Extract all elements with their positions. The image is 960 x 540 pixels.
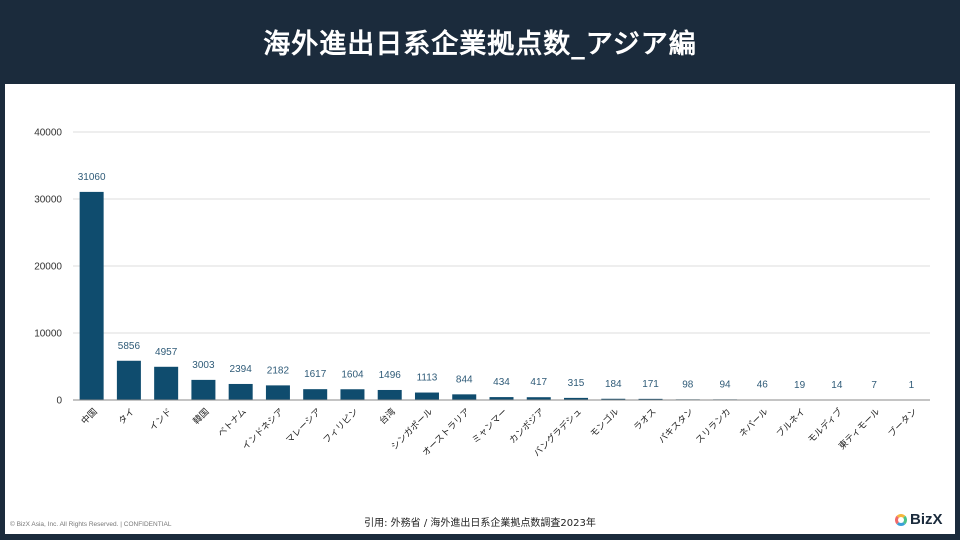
data-label: 98: [682, 379, 694, 390]
y-tick-label: 0: [56, 396, 62, 407]
data-label: 1113: [417, 373, 438, 384]
x-tick-label: ベトナム: [216, 406, 249, 439]
y-tick-label: 10000: [34, 329, 62, 340]
x-tick-label: ラオス: [632, 406, 659, 433]
data-label: 31060: [78, 172, 106, 183]
x-tick-label: カンボジア: [507, 406, 547, 446]
bar: [228, 383, 253, 400]
bar: [303, 389, 328, 400]
data-label: 1496: [379, 370, 402, 381]
data-label: 434: [493, 377, 510, 388]
data-label: 184: [605, 379, 622, 390]
x-tick-label: 韓国: [191, 406, 212, 427]
copyright-text: © BizX Asia, Inc. All Rights Reserved. |…: [10, 521, 172, 528]
x-tick-label: ネパール: [737, 406, 770, 439]
data-label: 171: [642, 379, 659, 390]
data-label: 2394: [230, 364, 253, 375]
bar: [601, 398, 626, 400]
bar: [154, 366, 179, 400]
data-label: 844: [456, 374, 473, 385]
bar: [638, 398, 663, 400]
data-label: 1: [909, 380, 915, 391]
header: 海外進出日系企業拠点数_アジア編: [0, 0, 960, 82]
bar: [414, 392, 439, 400]
bar: [340, 389, 365, 400]
bar: [564, 397, 589, 400]
page-title: 海外進出日系企業拠点数_アジア編: [263, 28, 697, 60]
bar: [191, 379, 216, 400]
bar: [265, 385, 290, 400]
logo-ring-icon: [895, 513, 907, 526]
x-tick-label: ブータン: [886, 406, 920, 440]
data-label: 417: [530, 377, 547, 388]
x-tick-label: モンゴル: [587, 406, 621, 440]
data-label: 315: [568, 378, 585, 389]
bar: [116, 360, 141, 400]
data-label: 1604: [341, 369, 364, 380]
x-tick-label: インド: [148, 407, 174, 433]
x-tick-label: タイ: [116, 406, 137, 427]
x-tick-label: フィリピン: [321, 406, 360, 445]
x-tick-label: 中国: [79, 406, 100, 427]
data-label: 14: [831, 380, 843, 391]
x-tick-label: スリランカ: [694, 406, 734, 446]
x-tick-label: パキスタン: [657, 406, 696, 445]
x-tick-label: 台湾: [377, 406, 398, 427]
source-citation: 引用: 外務省 / 海外進出日系企業拠点数調査2023年: [364, 518, 596, 529]
data-label: 4957: [155, 347, 178, 358]
bar: [526, 397, 551, 400]
bar: [377, 389, 402, 400]
data-label: 94: [720, 379, 732, 390]
bar: [489, 397, 514, 400]
data-label: 3003: [192, 360, 215, 371]
x-tick-label: ミャンマー: [471, 407, 510, 446]
bar: [452, 394, 477, 400]
data-label: 5856: [118, 341, 141, 352]
data-label: 46: [757, 380, 769, 391]
bizx-logo: BizX: [895, 511, 943, 528]
bar: [79, 191, 104, 400]
data-label: 2182: [267, 365, 290, 376]
data-label: 1617: [304, 369, 327, 380]
chart-panel: [5, 84, 955, 534]
data-label: 7: [871, 380, 877, 391]
y-tick-label: 40000: [34, 128, 62, 139]
x-tick-label: ブルネイ: [774, 406, 808, 440]
y-tick-label: 20000: [34, 262, 62, 273]
data-label: 19: [794, 380, 806, 391]
y-tick-label: 30000: [34, 195, 62, 206]
x-tick-label: マレーシア: [285, 407, 324, 446]
logo-text: BizX: [910, 511, 943, 528]
x-tick-label: モルディブ: [805, 406, 845, 446]
